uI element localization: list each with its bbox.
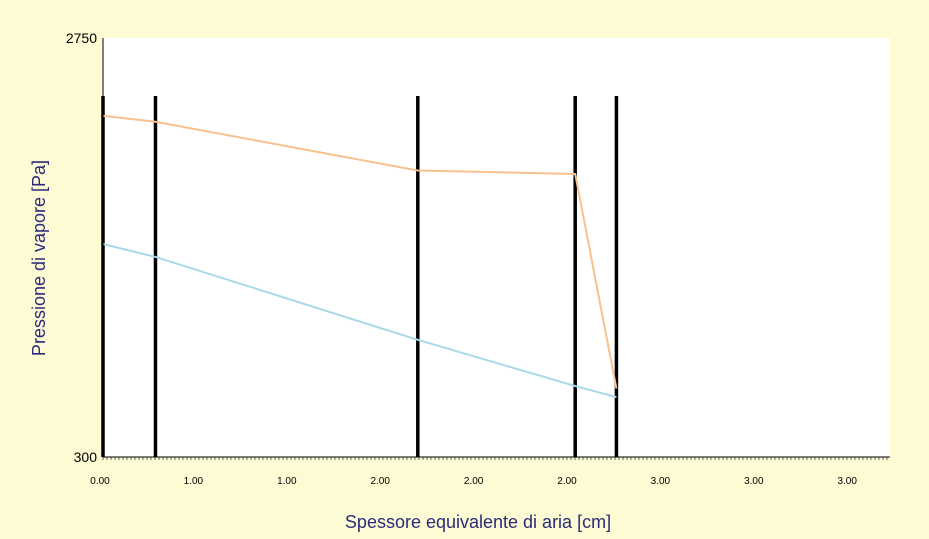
x-tick-labels: 0.00 1.00 1.00 2.00 2.00 2.00 3.00 3.00 3.00 [90,476,857,487]
x-tick-label: 3.00 [837,476,857,487]
x-axis-title: Spessore equivalente di aria [cm] [345,512,611,532]
plot-area [103,38,890,457]
x-tick-label: 2.00 [464,476,484,487]
series-line-2 [102,243,617,399]
x-tick-label: 3.00 [744,476,764,487]
x-tick-label: 1.00 [277,476,297,487]
axes [102,38,890,460]
x-tick-label: 1.00 [184,476,204,487]
x-tick-label: 0.00 [90,476,110,487]
y-tick-label: 2750 [66,30,97,46]
y-tick-labels: 2750 300 [66,30,97,465]
x-tick-label: 3.00 [651,476,671,487]
x-tick-label: 2.00 [557,476,577,487]
y-axis-title: Pressione di vapore [Pa] [29,160,49,356]
series-line-1 [102,114,618,389]
series-group [102,114,618,399]
x-tick-label: 2.00 [370,476,390,487]
y-tick-label: 300 [74,449,98,465]
